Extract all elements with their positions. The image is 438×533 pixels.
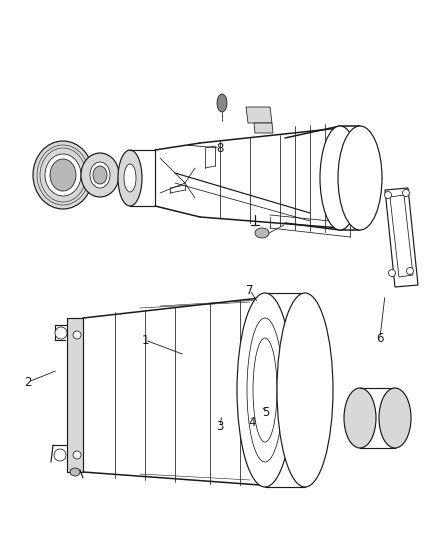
- Text: 1: 1: [141, 334, 148, 346]
- Text: 5: 5: [262, 406, 269, 418]
- Polygon shape: [384, 188, 417, 287]
- Ellipse shape: [319, 126, 359, 230]
- Ellipse shape: [81, 153, 119, 197]
- Ellipse shape: [402, 190, 409, 197]
- Ellipse shape: [124, 164, 136, 192]
- Text: 6: 6: [375, 332, 383, 344]
- Ellipse shape: [320, 406, 328, 414]
- Ellipse shape: [33, 141, 93, 209]
- Ellipse shape: [276, 293, 332, 487]
- Ellipse shape: [73, 451, 81, 459]
- Text: 3: 3: [216, 419, 223, 432]
- Ellipse shape: [90, 162, 110, 188]
- Text: 8: 8: [216, 141, 223, 155]
- Ellipse shape: [54, 449, 66, 461]
- Ellipse shape: [337, 126, 381, 230]
- Ellipse shape: [252, 338, 276, 442]
- Ellipse shape: [216, 94, 226, 112]
- Polygon shape: [67, 318, 83, 472]
- Ellipse shape: [281, 366, 289, 374]
- Ellipse shape: [305, 462, 314, 470]
- Ellipse shape: [118, 150, 141, 206]
- Ellipse shape: [73, 331, 81, 339]
- Ellipse shape: [247, 318, 283, 462]
- Ellipse shape: [45, 154, 81, 196]
- Ellipse shape: [93, 166, 107, 184]
- Ellipse shape: [290, 454, 298, 462]
- Ellipse shape: [55, 327, 67, 339]
- Text: 4: 4: [247, 416, 255, 429]
- Ellipse shape: [70, 468, 80, 476]
- Ellipse shape: [406, 268, 413, 274]
- Ellipse shape: [281, 406, 289, 414]
- Polygon shape: [245, 107, 272, 123]
- Ellipse shape: [237, 293, 292, 487]
- Ellipse shape: [378, 388, 410, 448]
- Ellipse shape: [290, 318, 298, 326]
- Text: 7: 7: [246, 284, 253, 296]
- Ellipse shape: [343, 388, 375, 448]
- Text: 2: 2: [24, 376, 32, 389]
- Polygon shape: [254, 123, 272, 133]
- Ellipse shape: [384, 191, 391, 198]
- Ellipse shape: [305, 311, 314, 319]
- Ellipse shape: [254, 228, 268, 238]
- Ellipse shape: [388, 270, 395, 277]
- Ellipse shape: [50, 159, 76, 191]
